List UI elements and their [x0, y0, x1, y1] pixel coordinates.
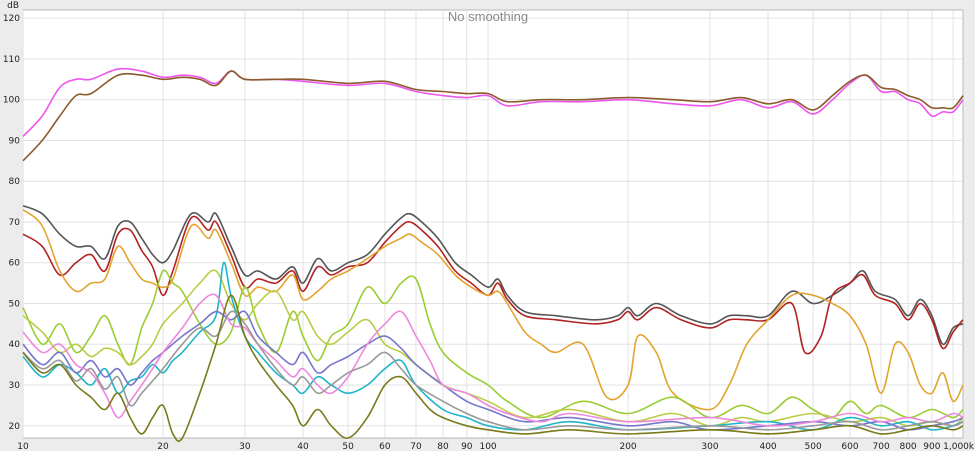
x-tick-label: 500 — [805, 442, 822, 451]
y-tick-label: 60 — [9, 259, 21, 269]
y-tick-labels: 20 30 40 50 60 70 80 90 100 110 120 — [3, 14, 20, 432]
x-tick-label: 200 — [619, 442, 636, 451]
y-tick-label: 100 — [3, 96, 20, 106]
series-line-12 — [22, 294, 964, 442]
series-lines — [22, 67, 964, 442]
y-tick-label: 20 — [9, 422, 21, 432]
y-unit-label: dB — [7, 1, 19, 11]
x-tick-label: 30 — [239, 442, 251, 451]
series-line-4 — [22, 215, 964, 355]
x-tick-label: 100 — [479, 442, 496, 451]
x-tick-label: 900 — [923, 442, 940, 451]
y-tick-label: 30 — [9, 381, 21, 391]
x-tick-label: 700 — [873, 442, 890, 451]
series-line-8 — [22, 261, 964, 431]
y-tick-label: 90 — [9, 136, 21, 146]
grid-lines — [22, 10, 963, 438]
series-line-1 — [22, 67, 964, 137]
x-tick-label: 70 — [410, 442, 422, 451]
plot-background — [22, 9, 964, 439]
chart-title: No smoothing — [448, 9, 528, 24]
series-line-6 — [22, 269, 964, 419]
x-tick-labels: 10 20 30 40 50 60 70 80 90 100 200 300 400 500 600 700 8… — [17, 442, 975, 451]
x-tick-label: 80 — [437, 442, 449, 451]
x-tick-label: 60 — [379, 442, 391, 451]
series-line-10 — [22, 293, 964, 427]
x-tick-label: 20 — [157, 442, 169, 451]
x-tick-label: 40 — [297, 442, 309, 451]
series-line-5 — [22, 209, 964, 411]
y-tick-label: 50 — [9, 299, 21, 309]
x-tick-label: 90 — [461, 442, 473, 451]
y-tick-label: 120 — [3, 14, 20, 24]
series-line-11 — [22, 310, 964, 431]
series-line-3 — [22, 204, 964, 346]
y-tick-label: 80 — [9, 177, 21, 187]
y-tick-label: 70 — [9, 218, 21, 228]
x-tick-label: 10 — [17, 442, 29, 451]
x-tick-label: 50 — [342, 442, 354, 451]
x-tick-label: 1,000k Hz — [943, 442, 975, 451]
x-tick-label: 300 — [701, 442, 718, 451]
x-tick-label: 400 — [759, 442, 776, 451]
y-tick-label: 40 — [9, 340, 21, 350]
series-line-2 — [22, 70, 964, 162]
x-tick-label: 600 — [841, 442, 858, 451]
x-tick-label: 800 — [899, 442, 916, 451]
y-tick-label: 110 — [3, 55, 20, 65]
